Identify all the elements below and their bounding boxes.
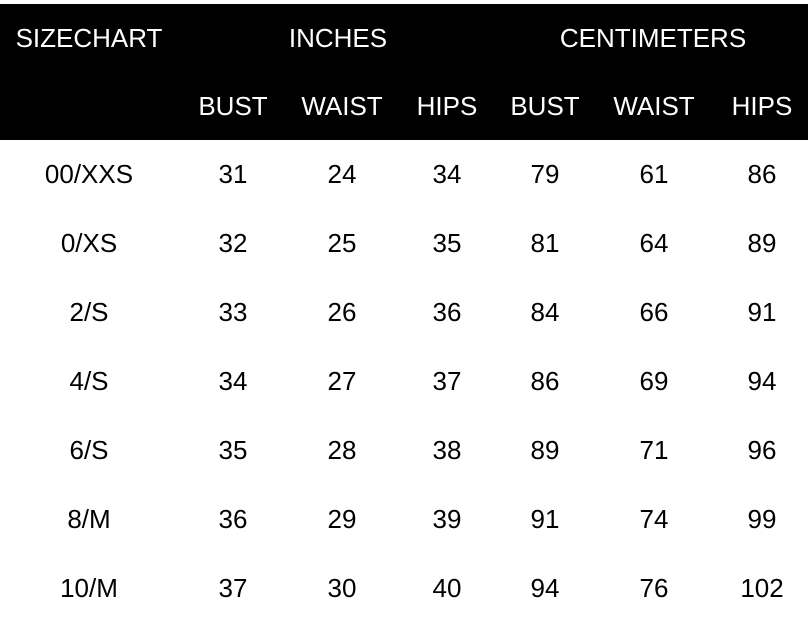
table-row: 6/S 35 28 38 89 71 96: [0, 416, 808, 485]
measurement-cell: 24: [327, 159, 357, 189]
measurement-cell: 28: [327, 435, 357, 465]
inches-group-header: INCHES: [288, 22, 388, 53]
table-row: 2/S 33 26 36 84 66 91: [0, 278, 808, 347]
size-cell: 6/S: [69, 435, 109, 465]
header-column-row: BUST WAIST HIPS BUST WAIST HIPS: [0, 72, 808, 140]
column-header: BUST: [510, 90, 580, 121]
measurement-cell: 34: [218, 366, 248, 396]
measurement-cell: 27: [327, 366, 357, 396]
measurement-cell: 35: [218, 435, 248, 465]
measurement-cell: 37: [432, 366, 462, 396]
measurement-cell: 94: [530, 573, 560, 603]
measurement-cell: 34: [432, 159, 462, 189]
measurement-cell: 99: [747, 504, 777, 534]
table-row: 8/M 36 29 39 91 74 99: [0, 485, 808, 554]
measurement-cell: 40: [432, 573, 462, 603]
measurement-cell: 86: [530, 366, 560, 396]
measurement-cell: 81: [530, 228, 560, 258]
measurement-cell: 91: [747, 297, 777, 327]
table-body: 00/XXS 31 24 34 79 61 86 0/XS 32 25 35 81 64 89 2/S 33 2…: [0, 140, 808, 623]
size-cell: 8/M: [67, 504, 111, 534]
measurement-cell: 36: [432, 297, 462, 327]
column-header: HIPS: [416, 90, 478, 121]
size-chart-table: SIZECHART INCHES CENTIMETERS BUST WAIST …: [0, 4, 808, 623]
size-cell: 2/S: [69, 297, 109, 327]
column-header: WAIST: [613, 90, 695, 121]
measurement-cell: 86: [747, 159, 777, 189]
measurement-cell: 74: [639, 504, 669, 534]
table-row: 00/XXS 31 24 34 79 61 86: [0, 140, 808, 209]
measurement-cell: 30: [327, 573, 357, 603]
measurement-cell: 29: [327, 504, 357, 534]
table-row: 4/S 34 27 37 86 69 94: [0, 347, 808, 416]
size-column-header: [0, 72, 178, 140]
measurement-cell: 89: [747, 228, 777, 258]
size-cell: 10/M: [60, 573, 118, 603]
measurement-cell: 91: [530, 504, 560, 534]
measurement-cell: 69: [639, 366, 669, 396]
measurement-cell: 102: [740, 573, 784, 603]
measurement-cell: 26: [327, 297, 357, 327]
measurement-cell: 39: [432, 504, 462, 534]
measurement-cell: 38: [432, 435, 462, 465]
measurement-cell: 31: [218, 159, 248, 189]
measurement-cell: 94: [747, 366, 777, 396]
measurement-cell: 96: [747, 435, 777, 465]
measurement-cell: 66: [639, 297, 669, 327]
centimeters-group-header: CENTIMETERS: [559, 22, 747, 53]
measurement-cell: 33: [218, 297, 248, 327]
size-cell: 0/XS: [60, 228, 118, 258]
sizechart-title: SIZECHART: [15, 22, 163, 53]
measurement-cell: 25: [327, 228, 357, 258]
column-header: HIPS: [731, 90, 793, 121]
measurement-cell: 71: [639, 435, 669, 465]
table-header: SIZECHART INCHES CENTIMETERS BUST WAIST …: [0, 4, 808, 140]
measurement-cell: 79: [530, 159, 560, 189]
size-cell: 4/S: [69, 366, 109, 396]
measurement-cell: 35: [432, 228, 462, 258]
measurement-cell: 32: [218, 228, 248, 258]
table-row: 10/M 37 30 40 94 76 102: [0, 554, 808, 623]
measurement-cell: 84: [530, 297, 560, 327]
measurement-cell: 76: [639, 573, 669, 603]
measurement-cell: 61: [639, 159, 669, 189]
header-group-row: SIZECHART INCHES CENTIMETERS: [0, 4, 808, 72]
column-header: WAIST: [301, 90, 383, 121]
measurement-cell: 36: [218, 504, 248, 534]
column-header: BUST: [198, 90, 268, 121]
measurement-cell: 64: [639, 228, 669, 258]
table-row: 0/XS 32 25 35 81 64 89: [0, 209, 808, 278]
size-cell: 00/XXS: [44, 159, 134, 189]
measurement-cell: 37: [218, 573, 248, 603]
measurement-cell: 89: [530, 435, 560, 465]
